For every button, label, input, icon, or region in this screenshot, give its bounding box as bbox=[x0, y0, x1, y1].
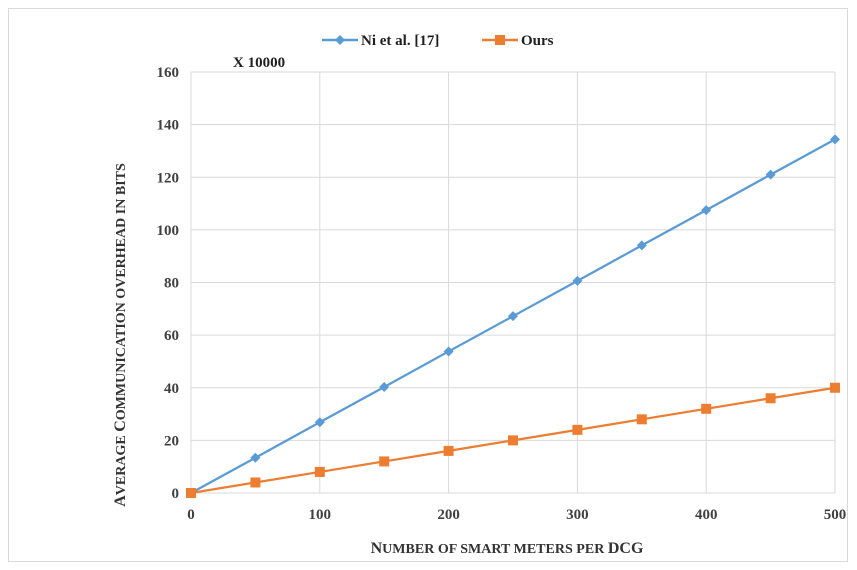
y-tick-label-120: 120 bbox=[157, 170, 180, 186]
y-tick-label-160: 160 bbox=[157, 65, 180, 81]
data-point-s2-200 bbox=[443, 445, 454, 456]
y-tick-label-100: 100 bbox=[157, 223, 180, 239]
gridlines bbox=[190, 71, 836, 494]
data-point-s1-200 bbox=[443, 346, 454, 357]
data-point-s1-300 bbox=[572, 275, 583, 286]
data-point-s1-100 bbox=[314, 417, 325, 428]
data-point-s2-0 bbox=[186, 488, 196, 498]
chart-frame: 0 100 200 300 400 500 0 20 40 60 80 100 120 140 160 N… bbox=[8, 8, 848, 562]
data-point-s2-300 bbox=[572, 424, 583, 435]
x-tick-label-500: 500 bbox=[824, 507, 847, 523]
x-tick-label-200: 200 bbox=[437, 507, 460, 523]
y-tick-label-40: 40 bbox=[164, 381, 179, 397]
data-point-s1-400 bbox=[701, 205, 712, 216]
data-point-s1-50 bbox=[250, 452, 261, 463]
data-point-s1-250 bbox=[508, 311, 518, 322]
data-point-s2-100 bbox=[314, 466, 325, 477]
data-point-s1-350 bbox=[636, 240, 647, 251]
legend-label-series-2: Ours bbox=[521, 33, 554, 49]
x-tick-label-0: 0 bbox=[187, 507, 195, 523]
data-point-s2-450 bbox=[765, 393, 776, 404]
x-tick-label-100: 100 bbox=[309, 507, 332, 523]
legend: Ni et al. [17] Ours bbox=[322, 33, 554, 49]
data-point-s1-500 bbox=[830, 134, 840, 145]
legend-label-series-1: Ni et al. [17] bbox=[361, 33, 439, 49]
data-point-s2-400 bbox=[701, 403, 712, 414]
y-tick-label-0: 0 bbox=[172, 486, 180, 502]
data-point-s2-250 bbox=[508, 435, 518, 446]
x-tick-label-400: 400 bbox=[695, 507, 718, 523]
legend-marker-series-1 bbox=[335, 35, 345, 45]
y-axis-multiplier: X 10000 bbox=[233, 55, 285, 71]
data-point-s2-150 bbox=[379, 456, 390, 467]
series-markers bbox=[186, 134, 840, 498]
data-point-s2-500 bbox=[830, 382, 840, 393]
data-point-s1-150 bbox=[379, 381, 390, 392]
data-point-s2-50 bbox=[250, 477, 261, 488]
x-tick-label-300: 300 bbox=[566, 507, 589, 523]
data-point-s1-450 bbox=[765, 169, 776, 180]
y-tick-label-80: 80 bbox=[164, 276, 179, 292]
legend-marker-series-2 bbox=[495, 35, 505, 45]
x-tick-labels: 0 100 200 300 400 500 bbox=[187, 507, 846, 523]
data-point-s2-350 bbox=[636, 414, 647, 425]
y-tick-label-20: 20 bbox=[164, 433, 179, 449]
x-axis-title: NUMBER OF SMART METERS PER DCG bbox=[371, 540, 644, 557]
y-tick-label-60: 60 bbox=[164, 328, 179, 344]
y-tick-labels: 0 20 40 60 80 100 120 140 160 bbox=[157, 65, 180, 502]
y-tick-label-140: 140 bbox=[157, 118, 180, 134]
y-axis-title: AVERAGE COMMUNICATION OVERHEAD IN BITS bbox=[112, 163, 129, 507]
line-chart: 0 100 200 300 400 500 0 20 40 60 80 100 120 140 160 N… bbox=[112, 33, 846, 557]
